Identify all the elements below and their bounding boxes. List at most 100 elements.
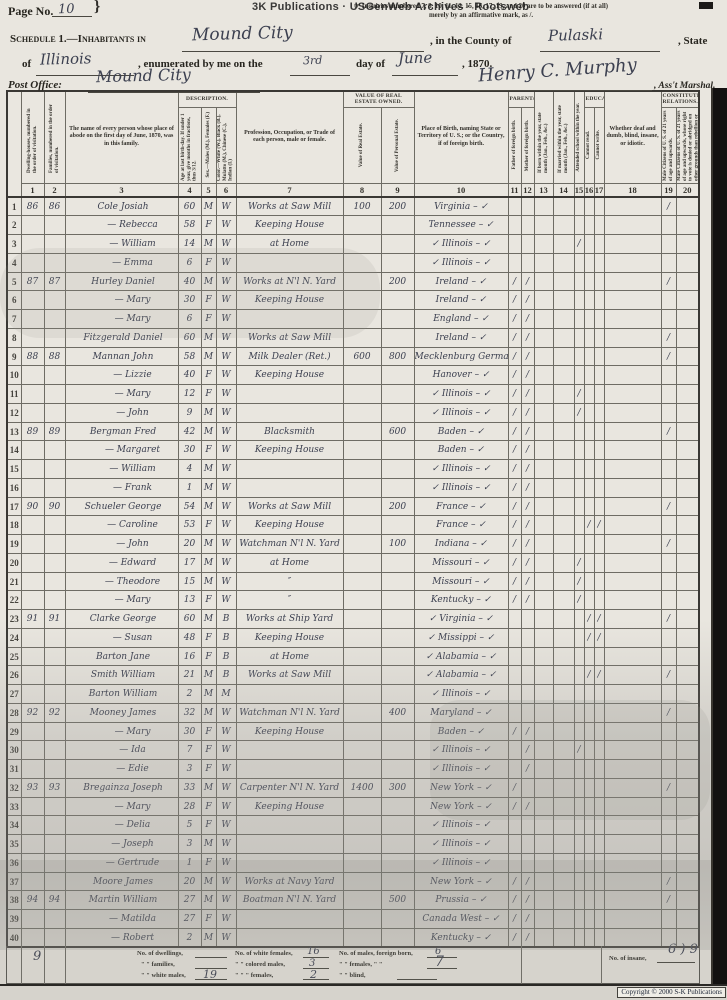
- vote-denied-mark: [675, 796, 700, 817]
- citizen-mark: [660, 834, 677, 854]
- real-estate-value: [342, 796, 382, 817]
- color: B: [215, 646, 237, 667]
- personal-estate-value: [380, 665, 415, 686]
- marriage-month-mark: [552, 477, 575, 498]
- col-header-school: Attended school within the year.: [573, 90, 585, 184]
- marriage-month-mark: [552, 234, 575, 254]
- dwelling-number: [20, 327, 45, 348]
- cannot-read-mark: [583, 721, 595, 742]
- footer-males-foreign-label: No. of males, foreign born,: [339, 950, 413, 957]
- marriage-month-mark: [552, 927, 575, 948]
- marriage-month-mark: [552, 684, 575, 704]
- deaf-dumb-mark: [603, 309, 662, 329]
- color: W: [215, 721, 237, 742]
- dwelling-number: 90: [20, 496, 45, 517]
- person-name: — Matilda: [64, 909, 179, 929]
- person-name: Fitzgerald Daniel: [64, 327, 179, 348]
- age: 58: [177, 215, 202, 236]
- birthplace: Baden – ✓: [413, 421, 509, 442]
- footer-dwellings-label: No. of dwellings,: [137, 950, 183, 957]
- mother-foreign-mark: [520, 196, 535, 217]
- census-row: 7— Mary 6 F W England – ✓ / /: [6, 309, 700, 329]
- citizen-mark: [660, 309, 677, 329]
- margin-column-header: [6, 90, 22, 198]
- row-number: 31: [6, 759, 22, 779]
- row-number: 35: [6, 834, 22, 854]
- age: 3: [177, 759, 202, 779]
- occupation: [235, 909, 344, 929]
- person-name: — Mary: [64, 384, 179, 404]
- occupation: [235, 384, 344, 404]
- age: 32: [177, 702, 202, 723]
- birth-month-mark: [533, 440, 554, 461]
- mother-foreign-mark: /: [520, 721, 535, 742]
- cannot-write-mark: [593, 796, 605, 817]
- deaf-dumb-mark: [603, 909, 662, 929]
- school-mark: /: [573, 402, 585, 423]
- marriage-month-mark: [552, 740, 575, 761]
- citizen-mark: [660, 365, 677, 386]
- color: W: [215, 365, 237, 386]
- personal-estate-value: 500: [380, 890, 415, 911]
- vote-denied-mark: [675, 740, 700, 761]
- sex: M: [200, 346, 217, 367]
- mother-foreign-mark: [520, 852, 535, 873]
- dwelling-number: 86: [20, 196, 45, 217]
- cannot-write-mark: [593, 552, 605, 573]
- school-mark: [573, 309, 585, 329]
- cannot-read-mark: [583, 402, 595, 423]
- personal-estate-value: [380, 609, 415, 629]
- cannot-read-mark: [583, 252, 595, 273]
- census-row: 18— Caroline 53 F W Keeping House France – ✓ /…: [6, 515, 700, 536]
- cannot-read-mark: [583, 327, 595, 348]
- age: 1: [177, 477, 202, 498]
- birth-month-mark: [533, 515, 554, 536]
- school-mark: [573, 215, 585, 236]
- family-number: 91: [43, 609, 66, 629]
- real-estate-value: [342, 609, 382, 629]
- father-foreign-mark: [507, 234, 522, 254]
- personal-estate-value: [380, 440, 415, 461]
- col-header-vote-denied: Male Citizens of U. S. of 21 years of ag…: [675, 106, 700, 184]
- marriage-month-mark: [552, 552, 575, 573]
- marriage-month-mark: [552, 590, 575, 611]
- dwelling-number: [20, 252, 45, 273]
- color: W: [215, 740, 237, 761]
- cannot-read-mark: [583, 927, 595, 948]
- family-number: 93: [43, 777, 66, 798]
- citizen-mark: [660, 477, 677, 498]
- real-estate-value: [342, 515, 382, 536]
- personal-estate-value: [380, 646, 415, 667]
- family-number: [43, 252, 66, 273]
- person-name: — Edie: [64, 759, 179, 779]
- marriage-month-mark: [552, 909, 575, 929]
- col-label: Attended school within the year.: [576, 103, 582, 172]
- row-number: 40: [6, 927, 22, 948]
- row-number: 16: [6, 477, 22, 498]
- col-header-name: The name of every person whose place of …: [64, 90, 179, 184]
- census-row: 2 — Rebecca 58 F W Keeping House Tennessee – ✓: [6, 215, 700, 236]
- personal-estate-value: [380, 571, 415, 592]
- cannot-write-mark: [593, 440, 605, 461]
- marriage-month-mark: [552, 646, 575, 667]
- deaf-dumb-mark: [603, 365, 662, 386]
- page-no-label: Page No.: [8, 4, 54, 18]
- marriage-month-mark: [552, 609, 575, 629]
- footer-blank-rule: [303, 968, 329, 969]
- deaf-dumb-mark: [603, 459, 662, 479]
- occupation: Milk Dealer (Ret.): [235, 346, 344, 367]
- personal-estate-value: 200: [380, 196, 415, 217]
- vote-denied-mark: [675, 665, 700, 686]
- mother-foreign-mark: /: [520, 327, 535, 348]
- table-header: Dwelling-houses, numbered in the order o…: [6, 90, 700, 198]
- real-estate-value: [342, 834, 382, 854]
- school-mark: [573, 852, 585, 873]
- col-label: If born within the year, state month (Ja…: [537, 112, 549, 174]
- sex: F: [200, 627, 217, 648]
- school-mark: [573, 327, 585, 348]
- col-label: Mother of foreign birth.: [524, 119, 530, 171]
- marriage-month-mark: [552, 252, 575, 273]
- personal-estate-value: [380, 909, 415, 929]
- real-estate-value: [342, 890, 382, 911]
- birth-month-mark: [533, 890, 554, 911]
